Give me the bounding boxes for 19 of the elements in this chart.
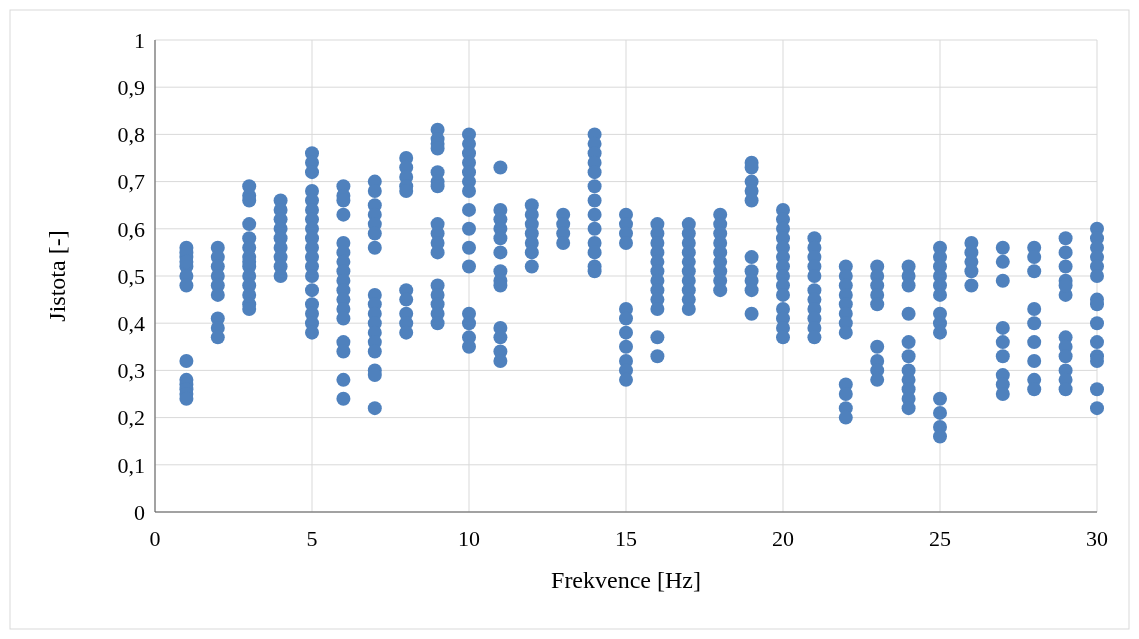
x-axis-title: Frekvence [Hz] — [551, 567, 701, 593]
y-tick-label: 0 — [134, 499, 145, 525]
x-tick-label: 10 — [458, 526, 480, 551]
y-tick-label: 0,6 — [117, 216, 145, 242]
x-tick-label: 5 — [306, 526, 318, 551]
x-tick-label: 30 — [1086, 526, 1108, 551]
y-axis-title: Jistota [-] — [44, 230, 70, 322]
x-tick-label: 20 — [772, 526, 794, 551]
x-tick-label: 25 — [929, 526, 951, 551]
y-tick-label: 0,3 — [117, 358, 145, 384]
y-tick-label: 0,1 — [117, 452, 145, 478]
y-tick-label: 1 — [134, 27, 145, 53]
y-tick-label: 0,2 — [117, 405, 145, 431]
y-tick-label: 0,7 — [117, 169, 145, 195]
y-tick-label: 0,8 — [117, 122, 145, 148]
y-tick-label: 0,9 — [117, 74, 145, 100]
y-tick-label: 0,4 — [117, 310, 145, 336]
y-tick-label: 0,5 — [117, 263, 145, 289]
x-tick-label: 15 — [615, 526, 637, 551]
